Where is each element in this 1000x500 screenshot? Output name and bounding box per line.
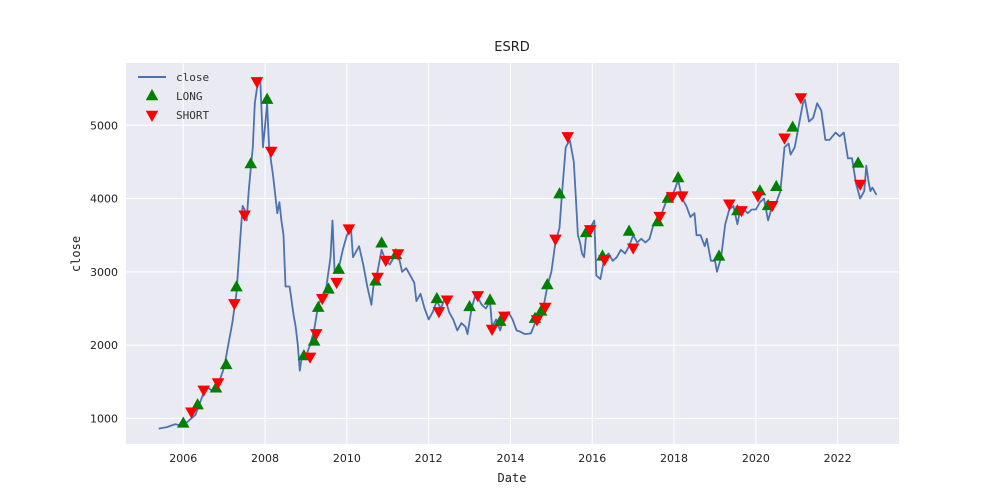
short-marker	[342, 224, 356, 236]
chart-title: ESRD	[494, 40, 530, 55]
x-tick-label: 2022	[824, 452, 852, 465]
short-marker	[561, 132, 575, 144]
long-marker	[307, 334, 321, 346]
short-marker	[583, 225, 597, 237]
short-marker	[530, 315, 544, 327]
short-marker	[185, 407, 198, 419]
long-marker	[671, 171, 685, 183]
short-marker	[794, 93, 808, 105]
x-tick-label: 2020	[742, 452, 770, 465]
short-marker	[751, 191, 765, 203]
short-marker	[598, 255, 611, 267]
long-marker	[770, 179, 783, 192]
short-marker	[330, 277, 343, 290]
x-tick-label: 2006	[169, 452, 197, 465]
y-tick-label: 2000	[90, 339, 118, 352]
long-marker	[712, 249, 726, 261]
short-marker	[722, 199, 736, 211]
long-marker	[540, 278, 554, 290]
long-marker	[430, 291, 444, 304]
long-marker	[209, 381, 223, 393]
long-marker	[191, 398, 204, 410]
legend-label: SHORT	[176, 109, 209, 122]
short-marker	[391, 249, 405, 261]
long-marker	[483, 293, 497, 305]
long-marker	[622, 224, 636, 236]
long-marker	[553, 187, 566, 199]
short-marker	[538, 302, 552, 314]
x-tick-label: 2016	[578, 452, 606, 465]
long-marker	[851, 156, 865, 168]
short-marker	[778, 133, 791, 145]
x-axis-label: Date	[498, 471, 527, 485]
long-marker	[311, 300, 325, 312]
long-marker	[375, 236, 388, 248]
x-tick-label: 2012	[415, 452, 443, 465]
legend-short-swatch	[145, 110, 159, 122]
long-marker	[219, 357, 233, 370]
short-marker	[238, 210, 251, 222]
legend-label: close	[176, 71, 209, 84]
short-marker	[675, 191, 689, 203]
short-marker	[735, 206, 748, 218]
short-marker	[250, 77, 264, 89]
short-marker	[471, 291, 485, 303]
long-marker	[534, 304, 548, 316]
legend-long-swatch	[145, 89, 159, 101]
short-marker	[498, 311, 511, 323]
long-marker	[651, 214, 664, 227]
long-marker	[493, 314, 507, 326]
grid-lines	[126, 63, 899, 444]
short-marker	[485, 324, 499, 336]
long-marker	[463, 299, 476, 312]
short-marker	[765, 200, 779, 213]
legend-label: LONG	[176, 90, 203, 103]
long-marker	[176, 416, 190, 428]
short-marker	[432, 307, 446, 319]
short-marker	[653, 211, 667, 224]
short-marker	[626, 243, 640, 255]
short-marker	[228, 299, 241, 311]
x-tick-label: 2018	[660, 452, 688, 465]
short-marker	[264, 146, 278, 158]
short-marker	[303, 352, 317, 364]
long-marker	[786, 120, 799, 132]
plot-area	[126, 63, 899, 444]
legend: close LONG SHORT	[138, 71, 209, 122]
series-close-line	[158, 76, 878, 430]
short-marker	[371, 272, 384, 284]
short-marker	[440, 295, 454, 307]
short-marker	[853, 179, 867, 191]
y-axis-label: close	[69, 236, 83, 272]
x-tick-label: 2010	[333, 452, 361, 465]
short-marker	[316, 293, 329, 306]
long-marker	[332, 262, 345, 274]
short-marker	[549, 234, 562, 246]
short-marker	[309, 329, 323, 341]
short-marker	[665, 192, 679, 204]
tick-labels: 2006 2008 2010 2012 2014 2016 2018 2020 2022 1000…	[90, 119, 852, 465]
x-tick-label: 2008	[251, 452, 279, 465]
x-tick-label: 2014	[496, 452, 524, 465]
short-marker	[379, 255, 393, 268]
y-tick-label: 3000	[90, 266, 118, 279]
y-tick-label: 1000	[90, 412, 118, 425]
series-layer	[158, 76, 878, 430]
long-marker	[260, 92, 274, 104]
long-marker	[230, 280, 243, 292]
short-marker	[197, 385, 211, 397]
long-marker	[322, 282, 335, 294]
long-marker	[244, 157, 258, 169]
y-tick-label: 5000	[90, 119, 118, 132]
short-marker	[211, 378, 225, 390]
y-tick-label: 4000	[90, 193, 118, 206]
